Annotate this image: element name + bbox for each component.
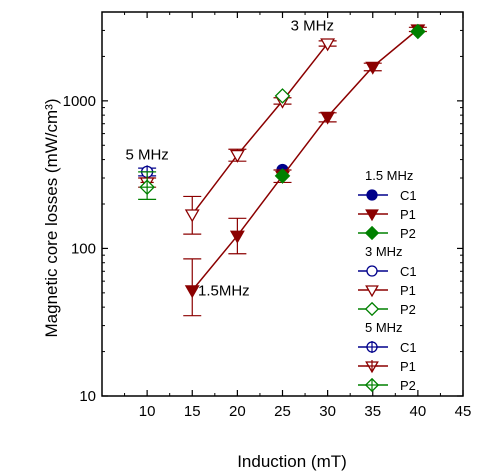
legend-marker: [364, 225, 380, 241]
legend-entry: P2: [358, 225, 416, 241]
legend-label: C1: [400, 340, 417, 355]
legend-entry: P1: [358, 207, 416, 222]
series-3mhz-p2: [274, 88, 291, 104]
data-point: [139, 179, 155, 195]
legend-marker: [366, 341, 378, 353]
y-tick-label: 10: [79, 388, 96, 405]
legend-label: P1: [400, 359, 416, 374]
annotation-label: 3 MHz: [291, 17, 334, 34]
marker-shape: [365, 61, 381, 75]
marker-shape: [365, 209, 379, 222]
legend-marker: [364, 301, 380, 317]
legend-entry: C1: [358, 188, 417, 203]
data-point: [274, 168, 291, 184]
legend-label: P2: [400, 302, 416, 317]
x-axis-title: Induction (mT): [237, 452, 347, 471]
series-line: [191, 28, 419, 291]
legend: 1.5 MHz C1 P1 P2 3 MHz C1 P1 P2 5 MHz C1 P1 P2: [358, 168, 417, 393]
data-point: [229, 230, 245, 244]
annotation-label: 5 MHz: [125, 147, 168, 164]
legend-group-header: 1.5 MHz: [365, 168, 413, 183]
legend-entry: P2: [358, 301, 416, 317]
legend-entry: C1: [358, 340, 417, 355]
series-5mhz-p2: [138, 171, 157, 200]
marker-shape: [274, 88, 291, 104]
x-tick-label: 30: [319, 403, 336, 420]
marker-shape: [229, 149, 245, 163]
x-tick-label: 10: [139, 403, 156, 420]
series-line: [191, 42, 329, 215]
data-point: [410, 23, 426, 40]
legend-group-header: 5 MHz: [365, 320, 403, 335]
x-tick-label: 35: [364, 403, 381, 420]
annotations: 5 MHz 3 MHz 1.5MHz: [125, 17, 334, 299]
legend-marker: [365, 360, 379, 374]
data-point: [184, 285, 200, 299]
data-point: [320, 38, 336, 52]
series-1.5mhz-p2: [274, 23, 426, 184]
legend-marker: [365, 285, 379, 298]
legend-label: C1: [400, 188, 417, 203]
marker-shape: [365, 285, 379, 298]
legend-entry: P1: [358, 359, 416, 374]
data-point: [320, 111, 336, 125]
legend-marker: [365, 209, 379, 222]
annotation-label: 1.5MHz: [198, 282, 250, 299]
data-point: [274, 88, 291, 104]
marker-shape: [320, 111, 336, 125]
legend-marker: [366, 265, 378, 277]
legend-entry: P1: [358, 283, 416, 298]
data-point: [184, 209, 200, 223]
marker-shape: [364, 301, 380, 317]
legend-marker: [364, 377, 380, 393]
marker-shape: [184, 209, 200, 223]
y-tick-label: 1000: [63, 93, 96, 110]
legend-label: P1: [400, 283, 416, 298]
legend-entry: C1: [358, 264, 417, 279]
legend-group-header: 3 MHz: [365, 244, 403, 259]
marker-shape: [366, 265, 378, 277]
marker-shape: [274, 168, 291, 184]
marker-shape: [320, 38, 336, 52]
legend-label: P2: [400, 378, 416, 393]
x-tick-label: 20: [229, 403, 246, 420]
marker-shape: [366, 189, 378, 201]
legend-label: P1: [400, 207, 416, 222]
legend-label: C1: [400, 264, 417, 279]
x-tick-label: 45: [455, 403, 472, 420]
x-tick-label: 40: [410, 403, 427, 420]
series-layer: [138, 23, 427, 317]
legend-marker: [366, 189, 378, 201]
data-point: [229, 149, 245, 163]
y-tick-label: 100: [71, 240, 96, 257]
marker-shape: [410, 23, 426, 40]
data-point: [365, 61, 381, 75]
marker-shape: [184, 285, 200, 299]
axis-ticks: 10 15 20 25 30 35 40 45 10 100 1000: [63, 11, 472, 420]
legend-label: P2: [400, 226, 416, 241]
y-axis-title: Magnetic core losses (mW/cm³): [42, 99, 61, 338]
x-tick-label: 15: [184, 403, 201, 420]
marker-shape: [229, 230, 245, 244]
legend-entry: P2: [358, 377, 416, 393]
x-tick-label: 25: [274, 403, 291, 420]
marker-shape: [364, 225, 380, 241]
